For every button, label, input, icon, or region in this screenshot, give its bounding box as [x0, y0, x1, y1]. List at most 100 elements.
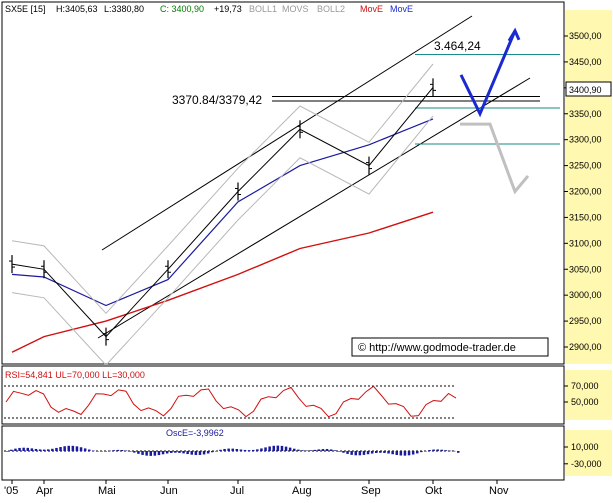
osc-bar: [416, 451, 419, 454]
price-y-tick-label: 3000,00: [569, 290, 602, 300]
osc-bar: [305, 450, 308, 452]
osc-bar: [247, 450, 251, 451]
osc-bar: [313, 449, 316, 451]
x-tick-label: Okt: [425, 485, 442, 497]
osc-bar: [346, 451, 349, 454]
osc-bar: [141, 451, 144, 455]
osc-bar: [149, 451, 152, 456]
osc-axis-background: [565, 430, 612, 476]
osc-bar: [83, 448, 87, 451]
header-low: L:3380,80: [104, 4, 144, 14]
osc-bar: [14, 448, 17, 451]
osc-bar: [370, 451, 374, 454]
range-label: 3370.84/3379,42: [172, 93, 262, 107]
osc-bar: [100, 451, 103, 452]
osc-bar: [358, 451, 362, 456]
header-high: H:3405,63: [56, 4, 98, 14]
header-boll2: BOLL2: [317, 4, 345, 14]
x-tick-label: Apr: [36, 485, 53, 497]
osc-bar: [51, 448, 54, 451]
copyright-text: © http://www.godmode-trader.de: [358, 342, 516, 354]
osc-bar: [215, 450, 218, 452]
osc-bar: [276, 445, 280, 451]
osc-bar: [440, 449, 444, 451]
osc-bar: [342, 451, 345, 453]
osc-bar: [71, 445, 75, 451]
x-tick-label: Sep: [361, 485, 381, 497]
price-y-tick-label: 3050,00: [569, 264, 602, 274]
osc-bar: [79, 447, 83, 451]
osc-bar: [444, 450, 448, 451]
x-tick-label: Mai: [98, 485, 116, 497]
osc-bar: [428, 450, 431, 451]
x-tick-label: Jun: [160, 485, 178, 497]
rsi-label: RSI=54,841 UL=70,000 LL=30,000: [5, 370, 145, 380]
rsi-line: [5, 385, 457, 418]
header-boll1: BOLL1: [249, 4, 277, 14]
header-symbol: SX5E [15]: [5, 4, 46, 14]
osc-bar: [174, 451, 177, 453]
header-movs: MOVS: [282, 4, 309, 14]
osc-bar: [133, 451, 136, 453]
osc-bar: [301, 450, 304, 451]
osc-bar: [264, 447, 267, 451]
osc-bar: [59, 447, 62, 451]
price-y-tick-label: 3200,00: [569, 187, 602, 197]
osc-bar: [448, 450, 452, 452]
osc-bar: [260, 448, 263, 451]
osc-bar: [317, 449, 321, 451]
osc-bar: [338, 451, 341, 452]
osc-bar: [321, 449, 325, 451]
osc-bar: [395, 451, 398, 455]
price-y-tick-label: 3150,00: [569, 212, 602, 222]
channel-upper-line: [101, 15, 473, 251]
osc-bar: [198, 451, 202, 455]
osc-bar: [165, 451, 169, 454]
osc-bar: [334, 450, 337, 451]
osc-bar: [375, 451, 378, 453]
osc-label: OscE=-3,9962: [166, 428, 224, 438]
osc-bar: [161, 451, 165, 455]
osc-bar: [129, 451, 132, 452]
bollinger-lower-line: [11, 115, 434, 366]
series-layer: [4, 15, 560, 456]
rsi-y-tick-label: 70,000: [571, 381, 599, 391]
header-move-red: MovE: [360, 4, 383, 14]
price-y-tick-label: 2950,00: [569, 316, 602, 326]
osc-bar: [104, 451, 107, 452]
osc-bar: [96, 451, 99, 452]
osc-bar: [145, 451, 148, 456]
osc-bar: [6, 451, 9, 452]
osc-bar: [424, 450, 427, 452]
osc-bar: [55, 447, 58, 451]
osc-bar: [354, 451, 357, 456]
osc-bar: [137, 451, 140, 454]
bullish-forecast-line: [459, 30, 517, 118]
osc-bar: [297, 449, 300, 451]
osc-bar: [63, 446, 66, 451]
osc-bar: [379, 451, 382, 453]
osc-bar: [22, 447, 25, 451]
x-tick-label: Jul: [230, 485, 244, 497]
channel-lower-line: [97, 77, 531, 339]
osc-bar: [38, 449, 42, 451]
osc-bar: [350, 451, 353, 455]
osc-bar: [399, 451, 403, 456]
osc-bar: [457, 451, 460, 453]
osc-bar: [190, 451, 193, 455]
osc-bar: [30, 448, 34, 451]
osc-bar: [366, 451, 370, 455]
osc-bar: [411, 451, 415, 455]
price-y-tick-label: 3450,00: [569, 57, 602, 67]
osc-bar: [362, 451, 366, 455]
price-axis-background: [565, 10, 612, 364]
osc-bar: [452, 450, 456, 452]
osc-bar: [26, 447, 29, 451]
osc-bar: [223, 448, 226, 451]
osc-bar: [391, 451, 394, 455]
x-tick-label: Nov: [489, 485, 509, 497]
osc-bar: [10, 449, 13, 451]
osc-bar: [284, 446, 288, 451]
